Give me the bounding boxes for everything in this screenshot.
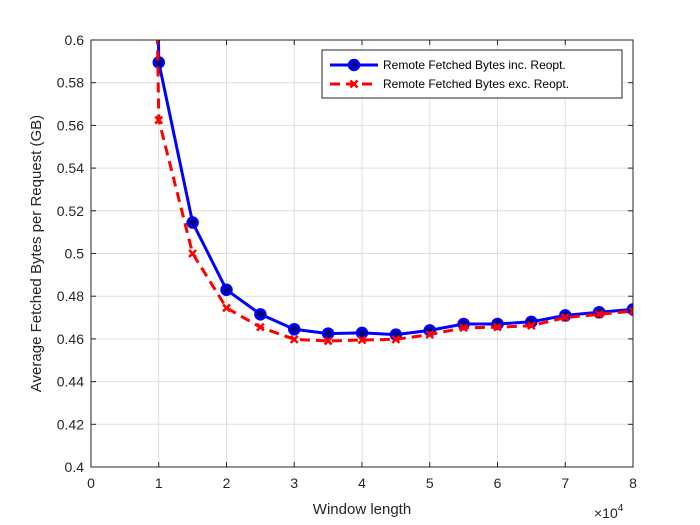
x-tick-label: 1 [155, 475, 163, 491]
data-point-marker [391, 334, 401, 344]
y-tick-label: 0.48 [57, 288, 84, 304]
data-point-marker [188, 249, 198, 258]
x-axis-exponent-power: 4 [618, 503, 624, 514]
data-point-marker [628, 306, 633, 316]
y-tick-label: 0.5 [65, 246, 85, 262]
series-line [156, 40, 633, 337]
data-point-marker [288, 323, 301, 336]
data-point-marker [254, 308, 267, 321]
x-tick-label: 0 [87, 475, 95, 491]
marker-stroke [628, 306, 633, 313]
data-point-marker [425, 330, 435, 340]
y-tick-label: 0.4 [65, 459, 85, 475]
x-tick-label: 5 [426, 475, 434, 491]
legend-entries: Remote Fetched Bytes inc. Reopt. Remote F… [330, 58, 569, 91]
y-tick-label: 0.54 [57, 160, 84, 176]
data-point-marker [592, 305, 606, 319]
marker-stroke [188, 249, 198, 258]
data-point-marker [459, 323, 469, 333]
marker-stroke [391, 334, 401, 344]
y-tick-label: 0.6 [65, 32, 85, 48]
y-tick-label: 0.44 [57, 374, 84, 390]
data-point-marker [355, 326, 369, 340]
y-tick-label: 0.58 [57, 75, 84, 91]
x-tick-label: 2 [223, 475, 231, 491]
marker-stroke [560, 313, 570, 322]
legend-label: Remote Fetched Bytes exc. Reopt. [383, 77, 569, 91]
data-point-marker [321, 327, 335, 340]
x-tick-label: 7 [561, 475, 569, 491]
series-line [155, 40, 633, 343]
marker-stroke [154, 115, 164, 125]
marker-stroke [594, 309, 604, 319]
data-point-marker [594, 309, 604, 319]
data-point-marker [289, 334, 299, 344]
marker-stroke [289, 334, 299, 344]
x-tick-label: 4 [358, 475, 366, 491]
legend-label: Remote Fetched Bytes inc. Reopt. [383, 58, 566, 72]
x-axis-exponent: ×104 [594, 503, 624, 521]
marker-stroke [425, 330, 435, 340]
series-1 [152, 40, 633, 341]
x-tick-label: 3 [290, 475, 298, 491]
data-point-marker [357, 335, 367, 345]
y-tick-label: 0.42 [57, 416, 84, 432]
marker-stroke [255, 322, 265, 332]
data-point-marker [222, 303, 231, 313]
data-point-marker [560, 313, 570, 322]
y-axis-title: Average Fetched Bytes per Request (GB) [28, 115, 45, 392]
y-tick-label: 0.56 [57, 117, 84, 133]
tick-labels: 0 1 2 3 4 5 6 7 8 0.4 0.42 0.44 0.46 0.48 0.5 0.52 0.54 0… [57, 32, 637, 491]
data-point-marker [154, 115, 164, 125]
data-point-marker [493, 322, 502, 332]
legend-entry-1: Remote Fetched Bytes inc. Reopt. [330, 58, 566, 72]
data-point-marker [186, 216, 199, 229]
axis-ticks [90, 39, 634, 468]
marker-stroke [323, 336, 333, 346]
legend-box [321, 49, 623, 99]
marker-stroke [357, 335, 367, 345]
x-axis-exponent-base: ×10 [594, 505, 618, 521]
series-layer [152, 40, 633, 346]
marker-stroke [459, 323, 469, 333]
y-tick-label: 0.46 [57, 331, 84, 347]
legend-swatch-marker [349, 79, 359, 89]
data-point-marker [255, 322, 265, 332]
legend-entry-2: Remote Fetched Bytes exc. Reopt. [330, 77, 569, 91]
x-tick-label: 6 [494, 475, 502, 491]
marker-stroke [493, 322, 502, 332]
series-2 [154, 40, 633, 346]
legend: Remote Fetched Bytes inc. Reopt. Remote F… [321, 49, 623, 99]
data-point-marker [526, 321, 536, 331]
data-point-marker [323, 336, 333, 346]
marker-stroke [526, 321, 536, 331]
y-tick-label: 0.52 [57, 203, 84, 219]
marker-stroke [628, 309, 633, 316]
x-tick-label: 8 [629, 475, 637, 491]
marker-stroke [222, 303, 231, 313]
x-axis-title: Window length [313, 501, 411, 518]
legend-swatch-marker [347, 58, 361, 72]
data-point-marker [220, 283, 233, 297]
